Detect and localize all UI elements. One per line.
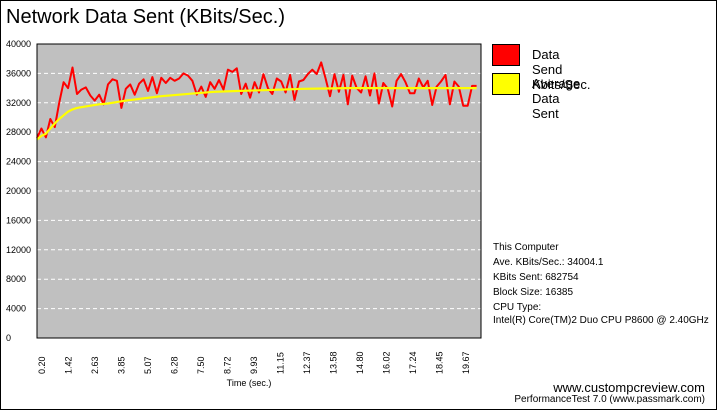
legend-label-data-send: Data Send Kbits/Sec. — [532, 47, 591, 92]
series-line-data-send — [36, 61, 477, 139]
y-tick-label: 20000 — [6, 186, 31, 196]
x-tick-label: 5.07 — [143, 356, 153, 374]
info-block-size: Block Size: 16385 — [493, 287, 574, 298]
x-tick-label: 7.50 — [196, 356, 206, 374]
x-tick-label: 2.63 — [90, 356, 100, 374]
x-tick-label: 19.67 — [461, 351, 471, 374]
plot-border — [36, 43, 482, 339]
x-tick-label: 14.80 — [355, 351, 365, 374]
x-tick-label: 17.24 — [408, 351, 418, 374]
x-axis-label: Time (sec.) — [227, 378, 272, 388]
y-tick-label: 12000 — [6, 245, 31, 255]
y-tick-label: 24000 — [6, 157, 31, 167]
info-kbits-sent: KBits Sent: 682754 — [493, 272, 579, 283]
y-tick-label: 8000 — [6, 274, 26, 284]
legend-swatch-yellow — [492, 73, 520, 95]
x-tick-label: 16.02 — [382, 351, 392, 374]
y-tick-label: 4000 — [6, 304, 26, 314]
x-tick-label: 13.58 — [329, 351, 339, 374]
info-average: Ave. KBits/Sec.: 34004.1 — [493, 257, 604, 268]
y-tick-label: 28000 — [6, 127, 31, 137]
x-tick-label: 12.37 — [302, 351, 312, 374]
y-tick-label: 16000 — [6, 215, 31, 225]
x-tick-label: 1.42 — [64, 356, 74, 374]
info-cpu-name: Intel(R) Core(TM)2 Duo CPU P8600 @ 2.40G… — [493, 315, 709, 326]
y-tick-label: 32000 — [6, 98, 31, 108]
x-tick-label: 9.93 — [249, 356, 259, 374]
x-tick-label: 3.85 — [117, 356, 127, 374]
series-line-average — [36, 86, 477, 141]
info-computer: This Computer — [493, 242, 559, 253]
y-tick-label: 36000 — [6, 68, 31, 78]
legend-swatch-red — [492, 44, 520, 66]
x-tick-label: 18.45 — [435, 351, 445, 374]
x-tick-label: 11.15 — [276, 352, 286, 374]
info-cpu-label: CPU Type: — [493, 302, 542, 313]
legend-label-average: Average Data Sent — [532, 76, 581, 121]
info-panel: This Computer Ave. KBits/Sec.: 34004.1 K… — [493, 240, 713, 327]
y-tick-label: 40000 — [6, 39, 31, 49]
x-tick-label: 0.20 — [37, 356, 47, 374]
website-text: www.custompcreview.com — [553, 380, 705, 395]
chart-title: Network Data Sent (KBits/Sec.) — [6, 6, 285, 28]
x-tick-label: 6.28 — [170, 356, 180, 374]
y-tick-label: 0 — [6, 333, 11, 343]
x-tick-label: 8.72 — [223, 356, 233, 374]
product-text: PerformanceTest 7.0 (www.passmark.com) — [514, 394, 705, 405]
